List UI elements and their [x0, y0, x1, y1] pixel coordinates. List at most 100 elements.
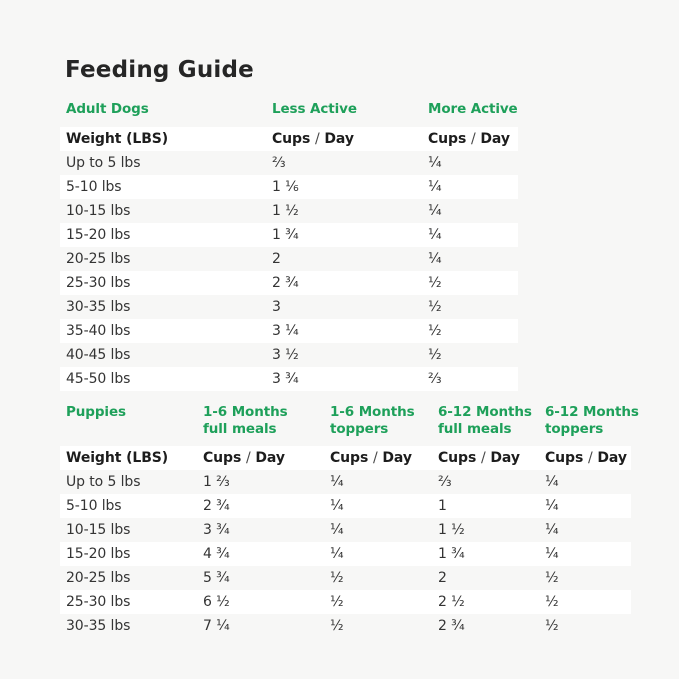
weight-cell: 25-30 lbs [66, 594, 131, 610]
column-header-line: Puppies [66, 404, 126, 420]
adult-dogs-section-headers: Adult Dogs Less Active More Active [60, 101, 518, 118]
table-row: 15-20 lbs 1 ¾ ¼ [60, 223, 518, 247]
column-header: 1-6 Months full meals [203, 404, 330, 437]
cups-value-cell: 3 ½ [272, 347, 299, 363]
column-header-line: full meals [203, 420, 277, 437]
weight-cell: 15-20 lbs [66, 546, 131, 562]
cups-value-cell: ¼ [428, 227, 442, 243]
cups-value-cell: ⅔ [438, 474, 452, 490]
column-header-line: full meals [438, 420, 512, 437]
weight-cell: 10-15 lbs [66, 203, 131, 219]
slash-separator: / [470, 131, 476, 147]
cups-value-cell: 7 ¼ [203, 618, 230, 634]
cups-value-cell: ¼ [545, 522, 559, 538]
cups-value-cell: 6 ½ [203, 594, 230, 610]
table-row: 40-45 lbs 3 ½ ½ [60, 343, 518, 367]
column-header-line: 6-12 Months [438, 404, 532, 420]
puppies-table: Weight (LBS) Cups / Day Cups / Day Cups / D… [60, 446, 631, 638]
table-row: 10-15 lbs 3 ¾ ¼ 1 ½ ¼ [60, 518, 631, 542]
cups-value-cell: 1 [438, 498, 447, 514]
weight-cell: 10-15 lbs [66, 522, 131, 538]
column-header: 6-12 Months full meals [438, 404, 545, 437]
cups-value-cell: 1 ⅙ [272, 179, 299, 195]
cups-value-cell: ¼ [330, 522, 344, 538]
table-row: 30-35 lbs 7 ¼ ½ 2 ¾ ½ [60, 614, 631, 638]
column-header: 6-12 Months toppers [545, 404, 639, 437]
cups-value-cell: ¼ [428, 179, 442, 195]
weight-cell: 40-45 lbs [66, 347, 131, 363]
cups-value-cell: 2 ¾ [203, 498, 230, 514]
cups-value-cell: ½ [330, 570, 344, 586]
weight-cell: Up to 5 lbs [66, 474, 141, 490]
cups-day-header-cell: Cups / Day [272, 131, 354, 147]
column-header: More Active [428, 101, 518, 118]
table-row: 20-25 lbs 2 ¼ [60, 247, 518, 271]
weight-cell: Up to 5 lbs [66, 155, 141, 171]
table-row: 15-20 lbs 4 ¾ ¼ 1 ¾ ¼ [60, 542, 631, 566]
weight-cell: 20-25 lbs [66, 570, 131, 586]
cups-value-cell: 1 ¾ [438, 546, 465, 562]
cups-value-cell: 2 ¾ [438, 618, 465, 634]
table-row: 10-15 lbs 1 ½ ¼ [60, 199, 518, 223]
cups-value-cell: ½ [330, 618, 344, 634]
cups-day-header-cell: Cups / Day [330, 450, 412, 466]
weight-cell: 15-20 lbs [66, 227, 131, 243]
cups-value-cell: 1 ½ [272, 203, 299, 219]
table-row: 5-10 lbs 2 ¾ ¼ 1 ¼ [60, 494, 631, 518]
column-header-line: More Active [428, 101, 518, 117]
cups-value-cell: 3 [272, 299, 281, 315]
table-row: 5-10 lbs 1 ⅙ ¼ [60, 175, 518, 199]
column-header: Less Active [272, 101, 428, 118]
cups-value-cell: ½ [330, 594, 344, 610]
weight-header-cell: Weight (LBS) [66, 450, 169, 466]
section-label: Adult Dogs [60, 101, 272, 118]
cups-value-cell: 2 ¾ [272, 275, 299, 291]
cups-value-cell: 3 ¾ [272, 371, 299, 387]
column-header-line: Adult Dogs [66, 101, 149, 117]
column-header-line: 1-6 Months [203, 404, 288, 420]
column-header-line: toppers [330, 420, 389, 437]
cups-day-header-cell: Cups / Day [428, 131, 510, 147]
cups-value-cell: 1 ½ [438, 522, 465, 538]
table-row: 45-50 lbs 3 ¾ ⅔ [60, 367, 518, 391]
cups-value-cell: ½ [545, 594, 559, 610]
weight-cell: 45-50 lbs [66, 371, 131, 387]
cups-value-cell: ⅔ [428, 371, 442, 387]
weight-cell: 30-35 lbs [66, 618, 131, 634]
cups-value-cell: 1 ⅔ [203, 474, 230, 490]
adult-dogs-table: Weight (LBS) Cups / Day Cups / Day Up to 5 … [60, 127, 518, 391]
page-title: Feeding Guide [65, 57, 254, 83]
cups-day-header-cell: Cups / Day [203, 450, 285, 466]
weight-cell: 5-10 lbs [66, 179, 122, 195]
cups-value-cell: 3 ¾ [203, 522, 230, 538]
table-row: 35-40 lbs 3 ¼ ½ [60, 319, 518, 343]
slash-separator: / [480, 450, 486, 466]
table-row: Up to 5 lbs 1 ⅔ ¼ ⅔ ¼ [60, 470, 631, 494]
cups-value-cell: 2 [438, 570, 447, 586]
column-header-line: 6-12 Months [545, 404, 639, 420]
cups-value-cell: ¼ [545, 474, 559, 490]
cups-value-cell: 4 ¾ [203, 546, 230, 562]
weight-cell: 35-40 lbs [66, 323, 131, 339]
cups-value-cell: ½ [428, 323, 442, 339]
column-header-line: 1-6 Months [330, 404, 415, 420]
cups-value-cell: ½ [428, 347, 442, 363]
column-header-line: Less Active [272, 101, 357, 117]
slash-separator: / [314, 131, 320, 147]
cups-value-cell: ¼ [545, 546, 559, 562]
cups-value-cell: ½ [545, 570, 559, 586]
weight-cell: 20-25 lbs [66, 251, 131, 267]
table-row: Up to 5 lbs ⅔ ¼ [60, 151, 518, 175]
section-label: Puppies [60, 404, 203, 421]
cups-value-cell: ¼ [330, 546, 344, 562]
table-row: 30-35 lbs 3 ½ [60, 295, 518, 319]
cups-value-cell: ¼ [330, 474, 344, 490]
weight-cell: 30-35 lbs [66, 299, 131, 315]
cups-value-cell: ½ [428, 299, 442, 315]
weight-cell: 25-30 lbs [66, 275, 131, 291]
weight-cell: 5-10 lbs [66, 498, 122, 514]
cups-value-cell: ¼ [428, 155, 442, 171]
slash-separator: / [587, 450, 593, 466]
table-row: 25-30 lbs 2 ¾ ½ [60, 271, 518, 295]
